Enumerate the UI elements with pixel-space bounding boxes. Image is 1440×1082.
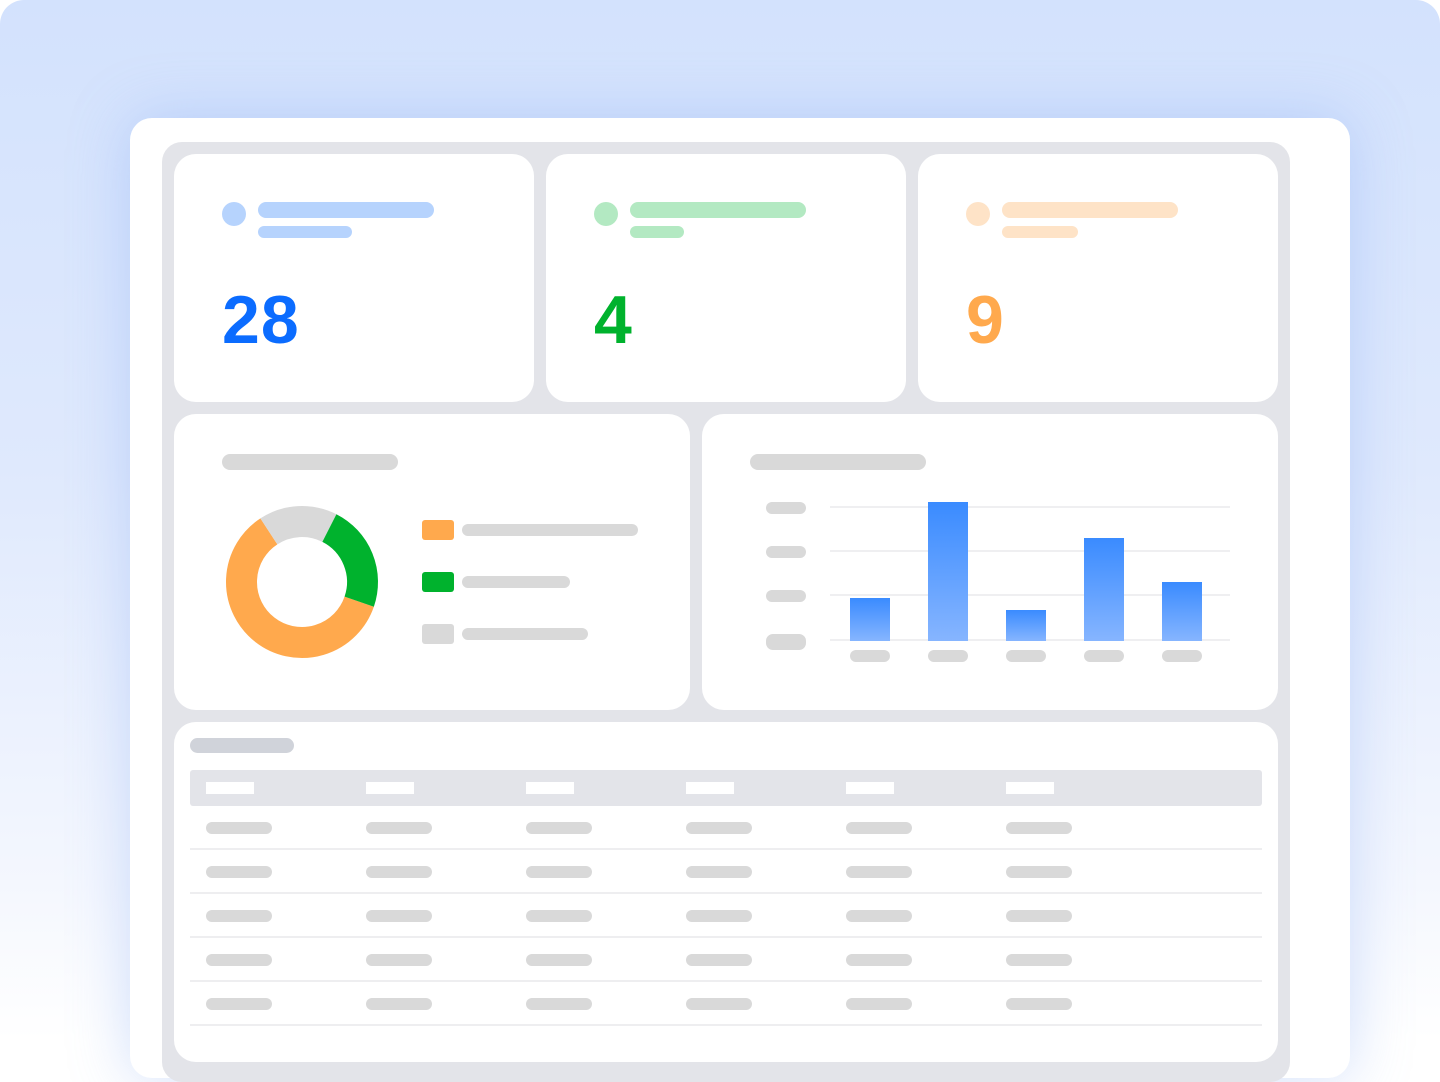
table-cell-placeholder [366, 822, 432, 834]
column-header-placeholder [206, 782, 254, 794]
stat-label-placeholder [630, 202, 806, 218]
stat-value: 9 [966, 282, 1005, 358]
bar [1162, 582, 1202, 641]
table-cell-placeholder [206, 910, 272, 922]
table-cell-placeholder [526, 822, 592, 834]
table-cell-placeholder [686, 954, 752, 966]
row-divider [190, 1024, 1262, 1026]
x-tick-label-placeholder [1162, 650, 1202, 662]
table-cell-placeholder [1006, 866, 1072, 878]
table-cell-placeholder [846, 910, 912, 922]
stat-sublabel-placeholder [258, 226, 352, 238]
table-cell-placeholder [846, 822, 912, 834]
legend-label-placeholder [462, 524, 638, 536]
table-cell-placeholder [1006, 954, 1072, 966]
x-tick-label-placeholder [1084, 650, 1124, 662]
stat-dot-icon [966, 202, 990, 226]
column-header-placeholder [846, 782, 894, 794]
table-cell-placeholder [1006, 910, 1072, 922]
legend-swatch [422, 520, 454, 540]
legend-label-placeholder [462, 628, 588, 640]
table-cell-placeholder [366, 910, 432, 922]
bar [1084, 537, 1124, 641]
table-cell-placeholder [526, 954, 592, 966]
table-cell-placeholder [526, 866, 592, 878]
legend-swatch [422, 624, 454, 644]
table-cell-placeholder [686, 910, 752, 922]
gridline [830, 594, 1230, 596]
table-cell-placeholder [686, 866, 752, 878]
table-cell-placeholder [206, 822, 272, 834]
table-cell-placeholder [366, 954, 432, 966]
column-header-placeholder [526, 782, 574, 794]
row-divider [190, 980, 1262, 982]
legend-label-placeholder [462, 576, 570, 588]
stat-value: 4 [594, 282, 633, 358]
donut-slice [260, 506, 337, 545]
stat-label-placeholder [258, 202, 434, 218]
y-tick-label-placeholder [766, 546, 806, 558]
column-header-placeholder [686, 782, 734, 794]
stat-card [174, 154, 534, 402]
donut-slice [226, 518, 374, 658]
bar [850, 598, 890, 641]
table-cell-placeholder [526, 998, 592, 1010]
x-tick-label-placeholder [928, 650, 968, 662]
y-tick-label-placeholder [766, 590, 806, 602]
stat-sublabel-placeholder [630, 226, 684, 238]
stat-label-placeholder [1002, 202, 1178, 218]
y-tick-label-placeholder [766, 502, 806, 514]
table-cell-placeholder [846, 866, 912, 878]
bar-chart-title-placeholder [750, 454, 926, 470]
stat-card [918, 154, 1278, 402]
table-cell-placeholder [206, 866, 272, 878]
donut-slice [321, 514, 378, 607]
table-cell-placeholder [526, 910, 592, 922]
table-cell-placeholder [366, 998, 432, 1010]
stat-value: 28 [222, 282, 300, 358]
gridline [830, 550, 1230, 552]
gridline [830, 506, 1230, 508]
row-divider [190, 848, 1262, 850]
legend-swatch [422, 572, 454, 592]
table-cell-placeholder [686, 822, 752, 834]
stat-dot-icon [222, 202, 246, 226]
table-cell-placeholder [846, 954, 912, 966]
table-cell-placeholder [686, 998, 752, 1010]
donut-chart [226, 506, 378, 658]
column-header-placeholder [366, 782, 414, 794]
y-tick-label-placeholder [766, 634, 806, 650]
table-cell-placeholder [846, 998, 912, 1010]
row-divider [190, 892, 1262, 894]
stat-sublabel-placeholder [1002, 226, 1078, 238]
donut-chart-title-placeholder [222, 454, 398, 470]
table-cell-placeholder [1006, 822, 1072, 834]
column-header-placeholder [1006, 782, 1054, 794]
stat-card [546, 154, 906, 402]
row-divider [190, 936, 1262, 938]
table-cell-placeholder [1006, 998, 1072, 1010]
stat-dot-icon [594, 202, 618, 226]
table-cell-placeholder [366, 866, 432, 878]
bar [928, 501, 968, 641]
table-cell-placeholder [206, 998, 272, 1010]
x-tick-label-placeholder [850, 650, 890, 662]
table-title-placeholder [190, 738, 294, 753]
x-tick-label-placeholder [1006, 650, 1046, 662]
table-cell-placeholder [206, 954, 272, 966]
bar [1006, 610, 1046, 641]
